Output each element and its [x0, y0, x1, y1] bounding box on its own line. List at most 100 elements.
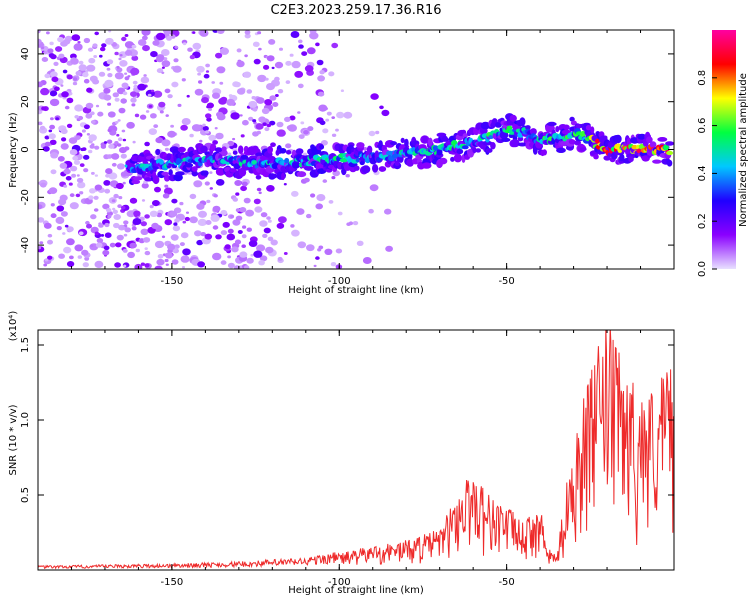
spectrogram-noise-cell — [95, 104, 100, 108]
spectrogram-noise-cell — [69, 255, 74, 260]
spectrogram-ridge-halo — [657, 137, 668, 142]
spectrogram-noise-cell — [335, 128, 339, 132]
snr-y-multiplier: (x10⁴) — [8, 311, 19, 342]
spectrogram-noise-cell — [102, 249, 110, 256]
spectrogram-noise-cell — [55, 46, 63, 52]
spectrogram-noise-cell — [161, 71, 165, 75]
spectrogram-noise-cell — [95, 242, 103, 248]
spectrogram-noise-cell — [56, 226, 62, 231]
spectrogram-noise-cell — [244, 54, 248, 58]
spectrogram-noise-cell — [111, 199, 116, 203]
spectrogram-ridge-halo — [442, 135, 448, 141]
spectrogram-noise-cell — [232, 137, 236, 141]
spectrogram-ridge-halo — [467, 152, 474, 158]
spectrogram-noise-cell — [114, 262, 121, 268]
spectrogram-ridge-halo — [563, 124, 570, 131]
spectrogram-noise-cell — [66, 261, 75, 267]
spectrogram-noise-cell — [140, 76, 150, 84]
spectrogram-noise-cell — [240, 134, 245, 138]
spectrogram-noise-cell — [69, 193, 75, 198]
spectrogram-noise-cell — [335, 248, 343, 254]
spectrogram-ridge-halo — [652, 159, 662, 164]
snr-panel: -150 -100 -50 0.5 1.0 1.5 Height of straight… — [8, 311, 675, 596]
spectrogram-ridge-halo — [475, 148, 482, 153]
spectrogram-noise-cell — [120, 226, 126, 230]
spectrogram-noise-cell — [230, 112, 240, 120]
spectrogram-noise-cell — [38, 81, 44, 88]
spectrogram-noise-cell — [39, 125, 46, 130]
spectrogram-noise-cell — [169, 210, 178, 217]
spectrogram-noise-cell — [215, 52, 223, 59]
spectrogram-noise-cell — [79, 163, 85, 168]
spectrogram-noise-cell — [114, 141, 119, 145]
spectrogram-noise-cell — [141, 30, 151, 36]
spectrogram-noise-cell — [118, 107, 126, 114]
spectrogram-ridge-halo — [439, 157, 448, 165]
spectrogram-ridge-halo — [542, 149, 547, 156]
spectrogram-noise-cell — [105, 173, 110, 178]
spectrogram-ridge-halo — [427, 137, 433, 147]
spectrogram-noise-cell — [74, 244, 84, 252]
y-tick-label: -40 — [20, 237, 31, 253]
spectrogram-noise-cell — [48, 133, 56, 140]
spectrogram-noise-cell — [44, 258, 49, 262]
spectrogram-noise-cell — [297, 241, 307, 249]
spectrogram-noise-cell — [155, 137, 164, 144]
spectrogram-noise-cell — [259, 220, 268, 227]
spectrogram-noise-cell — [199, 139, 203, 143]
spectrogram-noise-cell — [313, 264, 317, 268]
spectrogram-noise-cell — [68, 182, 73, 186]
spectrogram-noise-cell — [133, 210, 141, 217]
spectrogram-noise-cell — [74, 115, 79, 119]
spectrogram-noise-cell — [121, 36, 127, 42]
spectrogram-noise-cell — [107, 111, 116, 118]
spectrogram-noise-cell — [253, 250, 263, 258]
spectrogram-ridge-halo — [390, 141, 397, 146]
spectrogram-noise-cell — [256, 244, 266, 252]
spectrogram-noise-cell — [83, 168, 89, 173]
spectrogram-noise-cell — [141, 182, 149, 189]
spectrogram-noise-cell — [70, 57, 79, 65]
spectrogram-noise-cell — [161, 139, 171, 147]
spectrogram-noise-cell — [283, 252, 288, 255]
spectrogram-noise-cell — [92, 78, 100, 85]
spectrogram-noise-cell — [276, 222, 285, 229]
spectrogram-noise-cell — [215, 132, 224, 140]
spectrogram-noise-cell — [64, 105, 70, 110]
spectrogram-noise-cell — [257, 31, 262, 35]
spectrogram-ridge-halo — [490, 142, 496, 150]
spectrogram-ridge-halo — [168, 169, 173, 176]
x-tick-label: -100 — [328, 577, 351, 588]
colorbar-tick-label: 0.4 — [697, 165, 708, 181]
spectrogram-noise-cell — [114, 97, 120, 102]
spectrogram-noise-cell — [152, 40, 160, 46]
spectrogram-noise-cell — [381, 109, 390, 117]
spectrogram-noise-cell — [270, 239, 278, 246]
spectrogram-ridge-halo — [233, 163, 241, 170]
spectrogram-noise-cell — [243, 71, 252, 78]
spectrogram-noise-cell — [50, 169, 57, 175]
spectrogram-noise-cell — [208, 107, 212, 111]
spectrogram-noise-cell — [134, 113, 140, 118]
spectrogram-noise-cell — [384, 208, 392, 215]
spectrogram-noise-cell — [369, 184, 379, 192]
spectrogram-noise-cell — [144, 250, 151, 256]
spectrogram-noise-cell — [306, 213, 312, 219]
spectrogram-noise-cell — [112, 209, 119, 214]
spectrogram-ridge-halo — [519, 117, 526, 127]
spectrogram-noise-cell — [137, 83, 147, 91]
spectrogram-ridge-halo — [325, 168, 333, 173]
spectrogram-noise-cell — [90, 120, 96, 124]
spectrogram-noise-cell — [147, 93, 152, 97]
spectrogram-noise-cell — [99, 54, 103, 58]
spectrogram-noise-cell — [93, 195, 99, 200]
spectrogram-noise-cell — [143, 237, 151, 243]
spectrogram-noise-cell — [294, 70, 304, 78]
spectrogram-noise-cell — [184, 216, 190, 222]
spectrogram-noise-cell — [44, 135, 50, 140]
spectrogram-noise-cell — [219, 47, 229, 55]
spectrogram-noise-cell — [182, 42, 187, 46]
spectrogram-noise-cell — [41, 106, 47, 111]
spectrogram-noise-cell — [174, 45, 179, 49]
spectrogram-noise-cell — [264, 127, 270, 132]
